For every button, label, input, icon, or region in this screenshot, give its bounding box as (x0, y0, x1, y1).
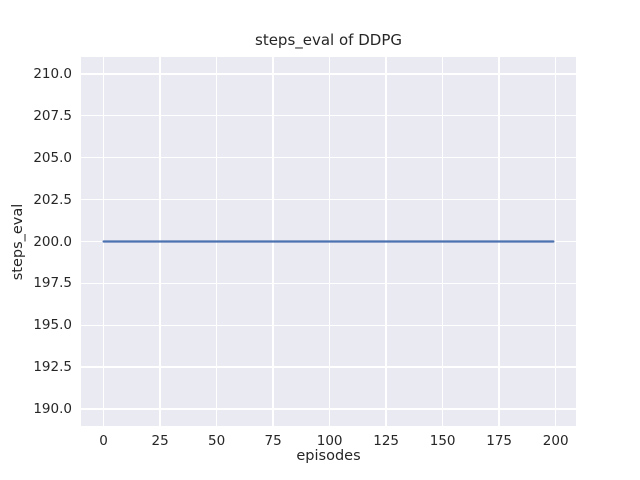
x-tick-label: 50 (208, 433, 226, 449)
y-tick-label: 200.0 (33, 233, 72, 250)
y-tick-label: 210.0 (33, 65, 72, 82)
y-tick-label: 197.5 (33, 275, 72, 292)
x-tick-label: 150 (429, 433, 456, 449)
y-tick-label: 202.5 (33, 191, 72, 208)
x-tick-label: 200 (542, 433, 569, 449)
x-axis-label: episodes (296, 448, 361, 464)
gridline-horizontal (81, 198, 576, 201)
gridline-horizontal (81, 324, 576, 327)
y-tick-label: 205.0 (33, 149, 72, 166)
x-tick-label: 125 (373, 433, 400, 449)
gridline-horizontal (81, 240, 576, 243)
gridline-horizontal (81, 366, 576, 369)
y-tick-label: 190.0 (33, 401, 72, 418)
gridline-horizontal (81, 408, 576, 411)
x-tick-label: 25 (151, 433, 169, 449)
x-tick-label: 75 (264, 433, 282, 449)
x-tick-label: 100 (316, 433, 343, 449)
gridline-horizontal (81, 72, 576, 75)
x-tick-label: 0 (99, 433, 108, 449)
y-tick-label: 192.5 (33, 359, 72, 376)
y-tick-label: 207.5 (33, 107, 72, 124)
x-tick-label: 175 (486, 433, 513, 449)
gridline-horizontal (81, 282, 576, 285)
gridline-horizontal (81, 156, 576, 159)
y-tick-label: 195.0 (33, 317, 72, 334)
plot-area (81, 57, 576, 426)
gridline-horizontal (81, 114, 576, 117)
chart-title: steps_eval of DDPG (255, 31, 402, 49)
